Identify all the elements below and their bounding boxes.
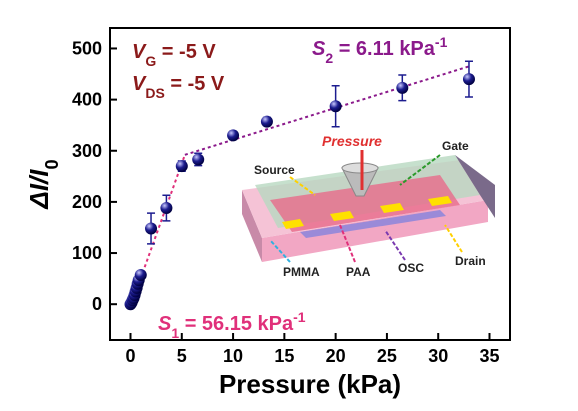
y-tick-label: 400 (72, 90, 102, 110)
electrode (330, 211, 354, 221)
inset-diagram: Pressure Gate Source PMMA PAA OSC Drain (242, 133, 495, 279)
osc-pointer (384, 229, 406, 261)
inset-label: Pressure (322, 133, 382, 149)
text-part: = 6.11 kPa (333, 38, 436, 60)
paa-pointer (339, 224, 356, 263)
y-axis-title: ΔI/I0 (24, 159, 62, 209)
inset-label: OSC (398, 261, 424, 275)
data-point (329, 100, 342, 113)
probe-top (341, 162, 379, 174)
x-tick-label: 5 (177, 346, 187, 366)
plot-frame (109, 27, 511, 341)
substrate-side (242, 190, 262, 262)
text-part: 1 (171, 325, 179, 341)
annotation: VDS = -5 V (132, 73, 225, 101)
text-part: ΔI/I (24, 169, 54, 210)
data-point (192, 153, 205, 166)
inset-label: Gate (442, 139, 469, 153)
data-point (227, 129, 240, 142)
text-part: G (145, 53, 156, 69)
x-tick-label: 30 (428, 346, 448, 366)
x-axis-title: Pressure (kPa) (219, 369, 401, 399)
data-point (175, 160, 188, 173)
gate-side (455, 155, 495, 218)
text-part: 0 (42, 159, 62, 169)
pmma-pointer (269, 239, 291, 263)
y-tick-label: 300 (72, 141, 102, 161)
electrode (428, 196, 452, 206)
annotation: VG = -5 V (132, 41, 216, 69)
text-part: 2 (325, 50, 333, 66)
source-pointer (289, 176, 316, 196)
inset-label: PMMA (283, 265, 320, 279)
data-point (134, 269, 147, 282)
text-part: = 56.15 kPa (179, 313, 294, 335)
electrode (282, 219, 304, 229)
data-point (160, 202, 173, 215)
x-tick-label: 20 (326, 346, 346, 366)
inset-label: Drain (455, 254, 486, 268)
x-tick-label: 25 (377, 346, 397, 366)
text-part: = -5 V (156, 41, 216, 63)
text-part: V (132, 41, 147, 63)
x-tick-label: 10 (223, 346, 243, 366)
osc-layer (300, 210, 446, 238)
y-tick-label: 500 (72, 38, 102, 58)
x-tick-label: 15 (274, 346, 294, 366)
paa-layer (270, 175, 460, 232)
y-tick-label: 200 (72, 192, 102, 212)
inset-label: Source (254, 163, 295, 177)
data-point (396, 81, 409, 94)
y-tick-label: 0 (92, 294, 102, 314)
text-part: V (132, 73, 147, 95)
text-part: S (158, 313, 172, 335)
data-point (260, 115, 273, 128)
data-point (145, 222, 158, 235)
text-part: DS (145, 85, 164, 101)
y-tick-label: 100 (72, 243, 102, 263)
text-part: -1 (293, 309, 306, 325)
inset-label: PAA (346, 265, 371, 279)
x-tick-label: 35 (479, 346, 499, 366)
annotation: S1 = 56.15 kPa-1 (158, 309, 306, 341)
text-part: -1 (435, 34, 448, 50)
data-point (462, 73, 475, 86)
text-part: S (312, 38, 326, 60)
electrode (380, 203, 404, 213)
text-part: = -5 V (165, 73, 225, 95)
drain-pointer (444, 224, 463, 253)
gate-pointer (399, 154, 441, 186)
annotation: S2 = 6.11 kPa-1 (312, 34, 448, 66)
x-tick-label: 0 (126, 346, 136, 366)
